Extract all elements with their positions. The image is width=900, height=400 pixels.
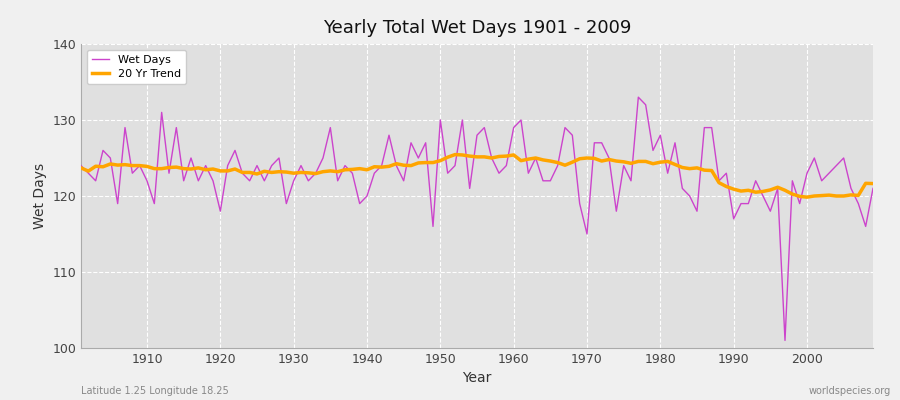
20 Yr Trend — [604, 157, 615, 162]
Wet Days — [779, 338, 790, 343]
20 Yr Trend — [802, 195, 813, 200]
X-axis label: Year: Year — [463, 372, 491, 386]
Wet Days — [508, 125, 519, 130]
Wet Days — [295, 163, 306, 168]
Text: worldspecies.org: worldspecies.org — [809, 386, 891, 396]
Line: Wet Days: Wet Days — [81, 97, 873, 340]
20 Yr Trend — [295, 170, 306, 175]
Wet Days — [868, 186, 878, 191]
20 Yr Trend — [76, 166, 86, 170]
20 Yr Trend — [450, 152, 461, 157]
20 Yr Trend — [339, 167, 350, 172]
Wet Days — [597, 140, 608, 145]
Text: Latitude 1.25 Longitude 18.25: Latitude 1.25 Longitude 18.25 — [81, 386, 229, 396]
Wet Days — [76, 163, 86, 168]
20 Yr Trend — [508, 152, 519, 157]
Wet Days — [134, 163, 145, 168]
Wet Days — [501, 163, 512, 168]
20 Yr Trend — [516, 158, 526, 163]
Legend: Wet Days, 20 Yr Trend: Wet Days, 20 Yr Trend — [86, 50, 186, 84]
20 Yr Trend — [134, 163, 145, 168]
20 Yr Trend — [868, 181, 878, 186]
Title: Yearly Total Wet Days 1901 - 2009: Yearly Total Wet Days 1901 - 2009 — [323, 19, 631, 37]
Wet Days — [633, 95, 643, 100]
Line: 20 Yr Trend: 20 Yr Trend — [81, 154, 873, 197]
Y-axis label: Wet Days: Wet Days — [32, 163, 47, 229]
Wet Days — [339, 163, 350, 168]
